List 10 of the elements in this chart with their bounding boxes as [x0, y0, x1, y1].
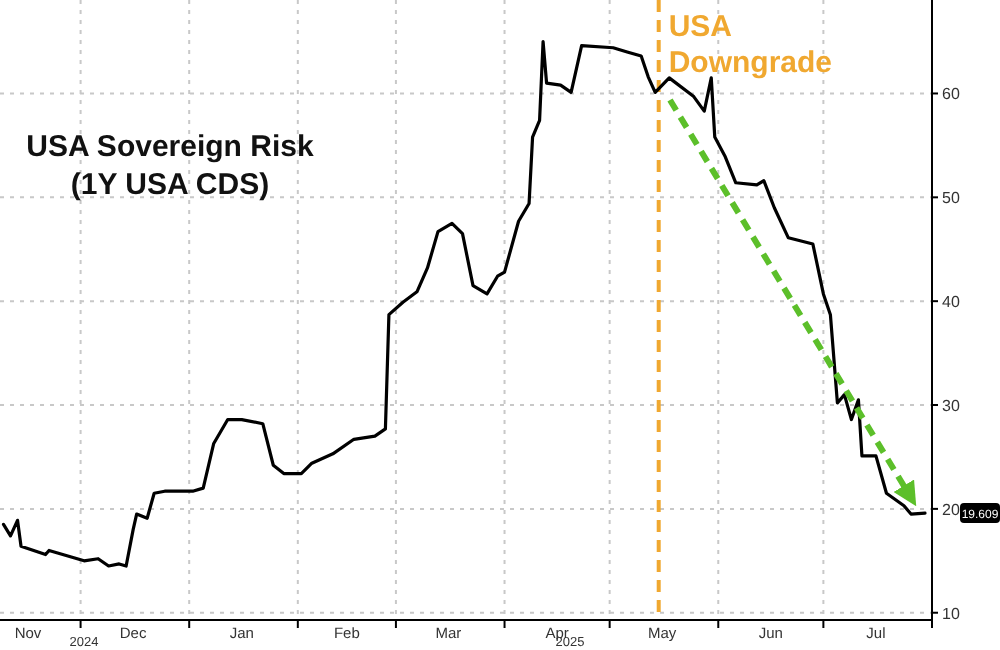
- line-series: [1, 39, 927, 568]
- y-tick-label: 50: [942, 189, 961, 208]
- y-tick-label: 10: [942, 604, 961, 623]
- y-tick-label: 20: [942, 500, 961, 519]
- ref-line-label: USA Downgrade: [668, 10, 833, 80]
- text: (1Y USA CDS): [70, 168, 270, 202]
- y-tick-label: 40: [942, 293, 961, 312]
- y-tick-label: 60: [942, 85, 961, 104]
- y-tick-label: 30: [942, 397, 961, 416]
- text: USA Sovereign Risk: [26, 130, 315, 164]
